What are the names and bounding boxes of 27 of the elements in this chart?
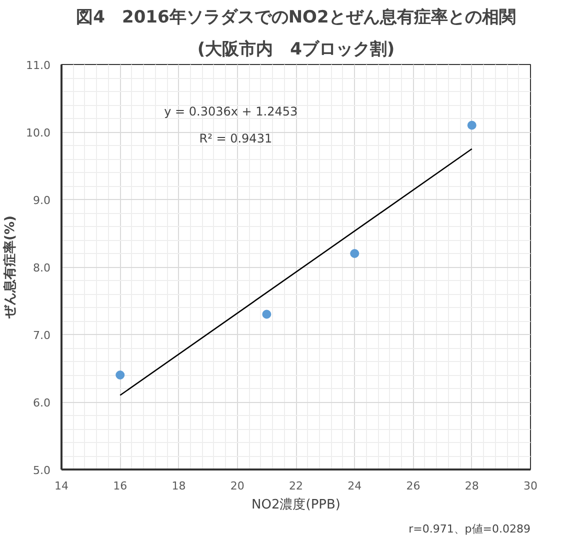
x-tick-label: 18 (172, 480, 186, 492)
annotation: y = 0.3036x + 1.2453 (164, 104, 298, 118)
x-tick-label: 26 (406, 480, 420, 492)
x-tick-label: 30 (524, 480, 538, 492)
point (262, 310, 272, 319)
y-tick-label: 5.0 (33, 464, 51, 477)
y-tick-label: 6.0 (33, 396, 51, 410)
x-tick-label: 16 (113, 480, 128, 492)
y-tick-label: 11.0 (26, 59, 51, 72)
y-tick-label: 9.0 (33, 194, 51, 207)
annotation: R² = 0.9431 (199, 132, 272, 146)
chart-subtitle: (大阪市内 4ブロック割) (197, 40, 395, 60)
point (467, 120, 476, 130)
x-tick-label: 24 (348, 480, 362, 492)
x-tick-label: 22 (289, 480, 303, 492)
x-axis-title: NO2濃度(PPB) (252, 496, 340, 512)
x-tick-label: 28 (464, 480, 479, 492)
point (116, 370, 125, 380)
y-tick-label: 10.0 (26, 126, 51, 140)
chart-title: 図4 2016年ソラダスでのNO2とぜん息有症率との相関 (76, 8, 516, 28)
y-tick-label: 8.0 (33, 262, 51, 274)
text: r=0.971、p値=0.0289 (408, 522, 531, 536)
y-axis-title: ぜん息有症率(%) (2, 216, 18, 320)
x-tick-label: 20 (230, 480, 244, 492)
x-tick-label: 14 (54, 480, 68, 492)
point (350, 249, 360, 258)
y-tick-label: 7.0 (33, 329, 51, 342)
